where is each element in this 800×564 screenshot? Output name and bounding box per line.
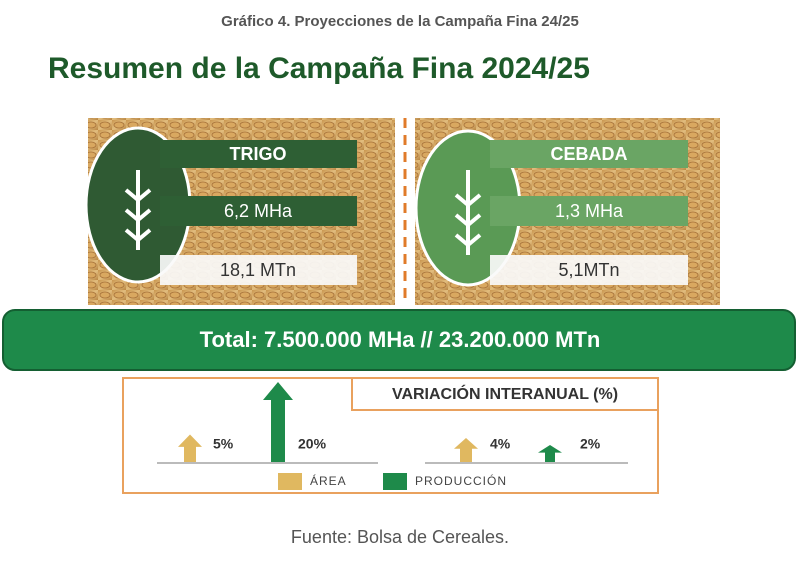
total-bar: [2, 309, 796, 371]
crop-production: 18,1 MTn: [220, 260, 296, 280]
area-box: [490, 196, 688, 226]
legend-swatch: [278, 473, 302, 490]
total: Total: 7.500.000 MHa // 23.200.000 MTn: [200, 327, 601, 352]
area-box: [160, 196, 357, 226]
arrow: [178, 434, 202, 462]
variation-title: VARIACIÓN INTERANUAL (%): [392, 384, 618, 403]
legend-label: PRODUCCIÓN: [415, 473, 507, 488]
source: Fuente: Bolsa de Cereales.: [291, 527, 509, 547]
header: Gráfico 4. Proyecciones de la Campaña Fi…: [221, 13, 579, 30]
crop-name: TRIGO: [230, 144, 287, 164]
crop-name: CEBADA: [550, 144, 627, 164]
arrow: [538, 445, 562, 462]
value-label: 2%: [580, 436, 601, 452]
title: Resumen de la Campaña Fina 2024/25: [48, 52, 590, 85]
legend-swatch: [383, 473, 407, 490]
crop-area: 6,2 MHa: [224, 201, 293, 221]
crop-name-box: [160, 140, 357, 168]
crop-area: 1,3 MHa: [555, 201, 624, 221]
variation-title-box: [351, 377, 659, 411]
spike-icons: [124, 170, 482, 255]
arrow: [454, 438, 478, 462]
production-box: [490, 255, 688, 285]
value-label: 20%: [298, 436, 327, 452]
value-label: 4%: [490, 436, 511, 452]
value-label: 5%: [213, 436, 234, 452]
legend-label: ÁREA: [310, 473, 347, 488]
crop-production: 5,1MTn: [558, 260, 619, 280]
production-box: [160, 255, 357, 285]
crop-name-box: [490, 140, 688, 168]
arrow: [263, 382, 293, 462]
